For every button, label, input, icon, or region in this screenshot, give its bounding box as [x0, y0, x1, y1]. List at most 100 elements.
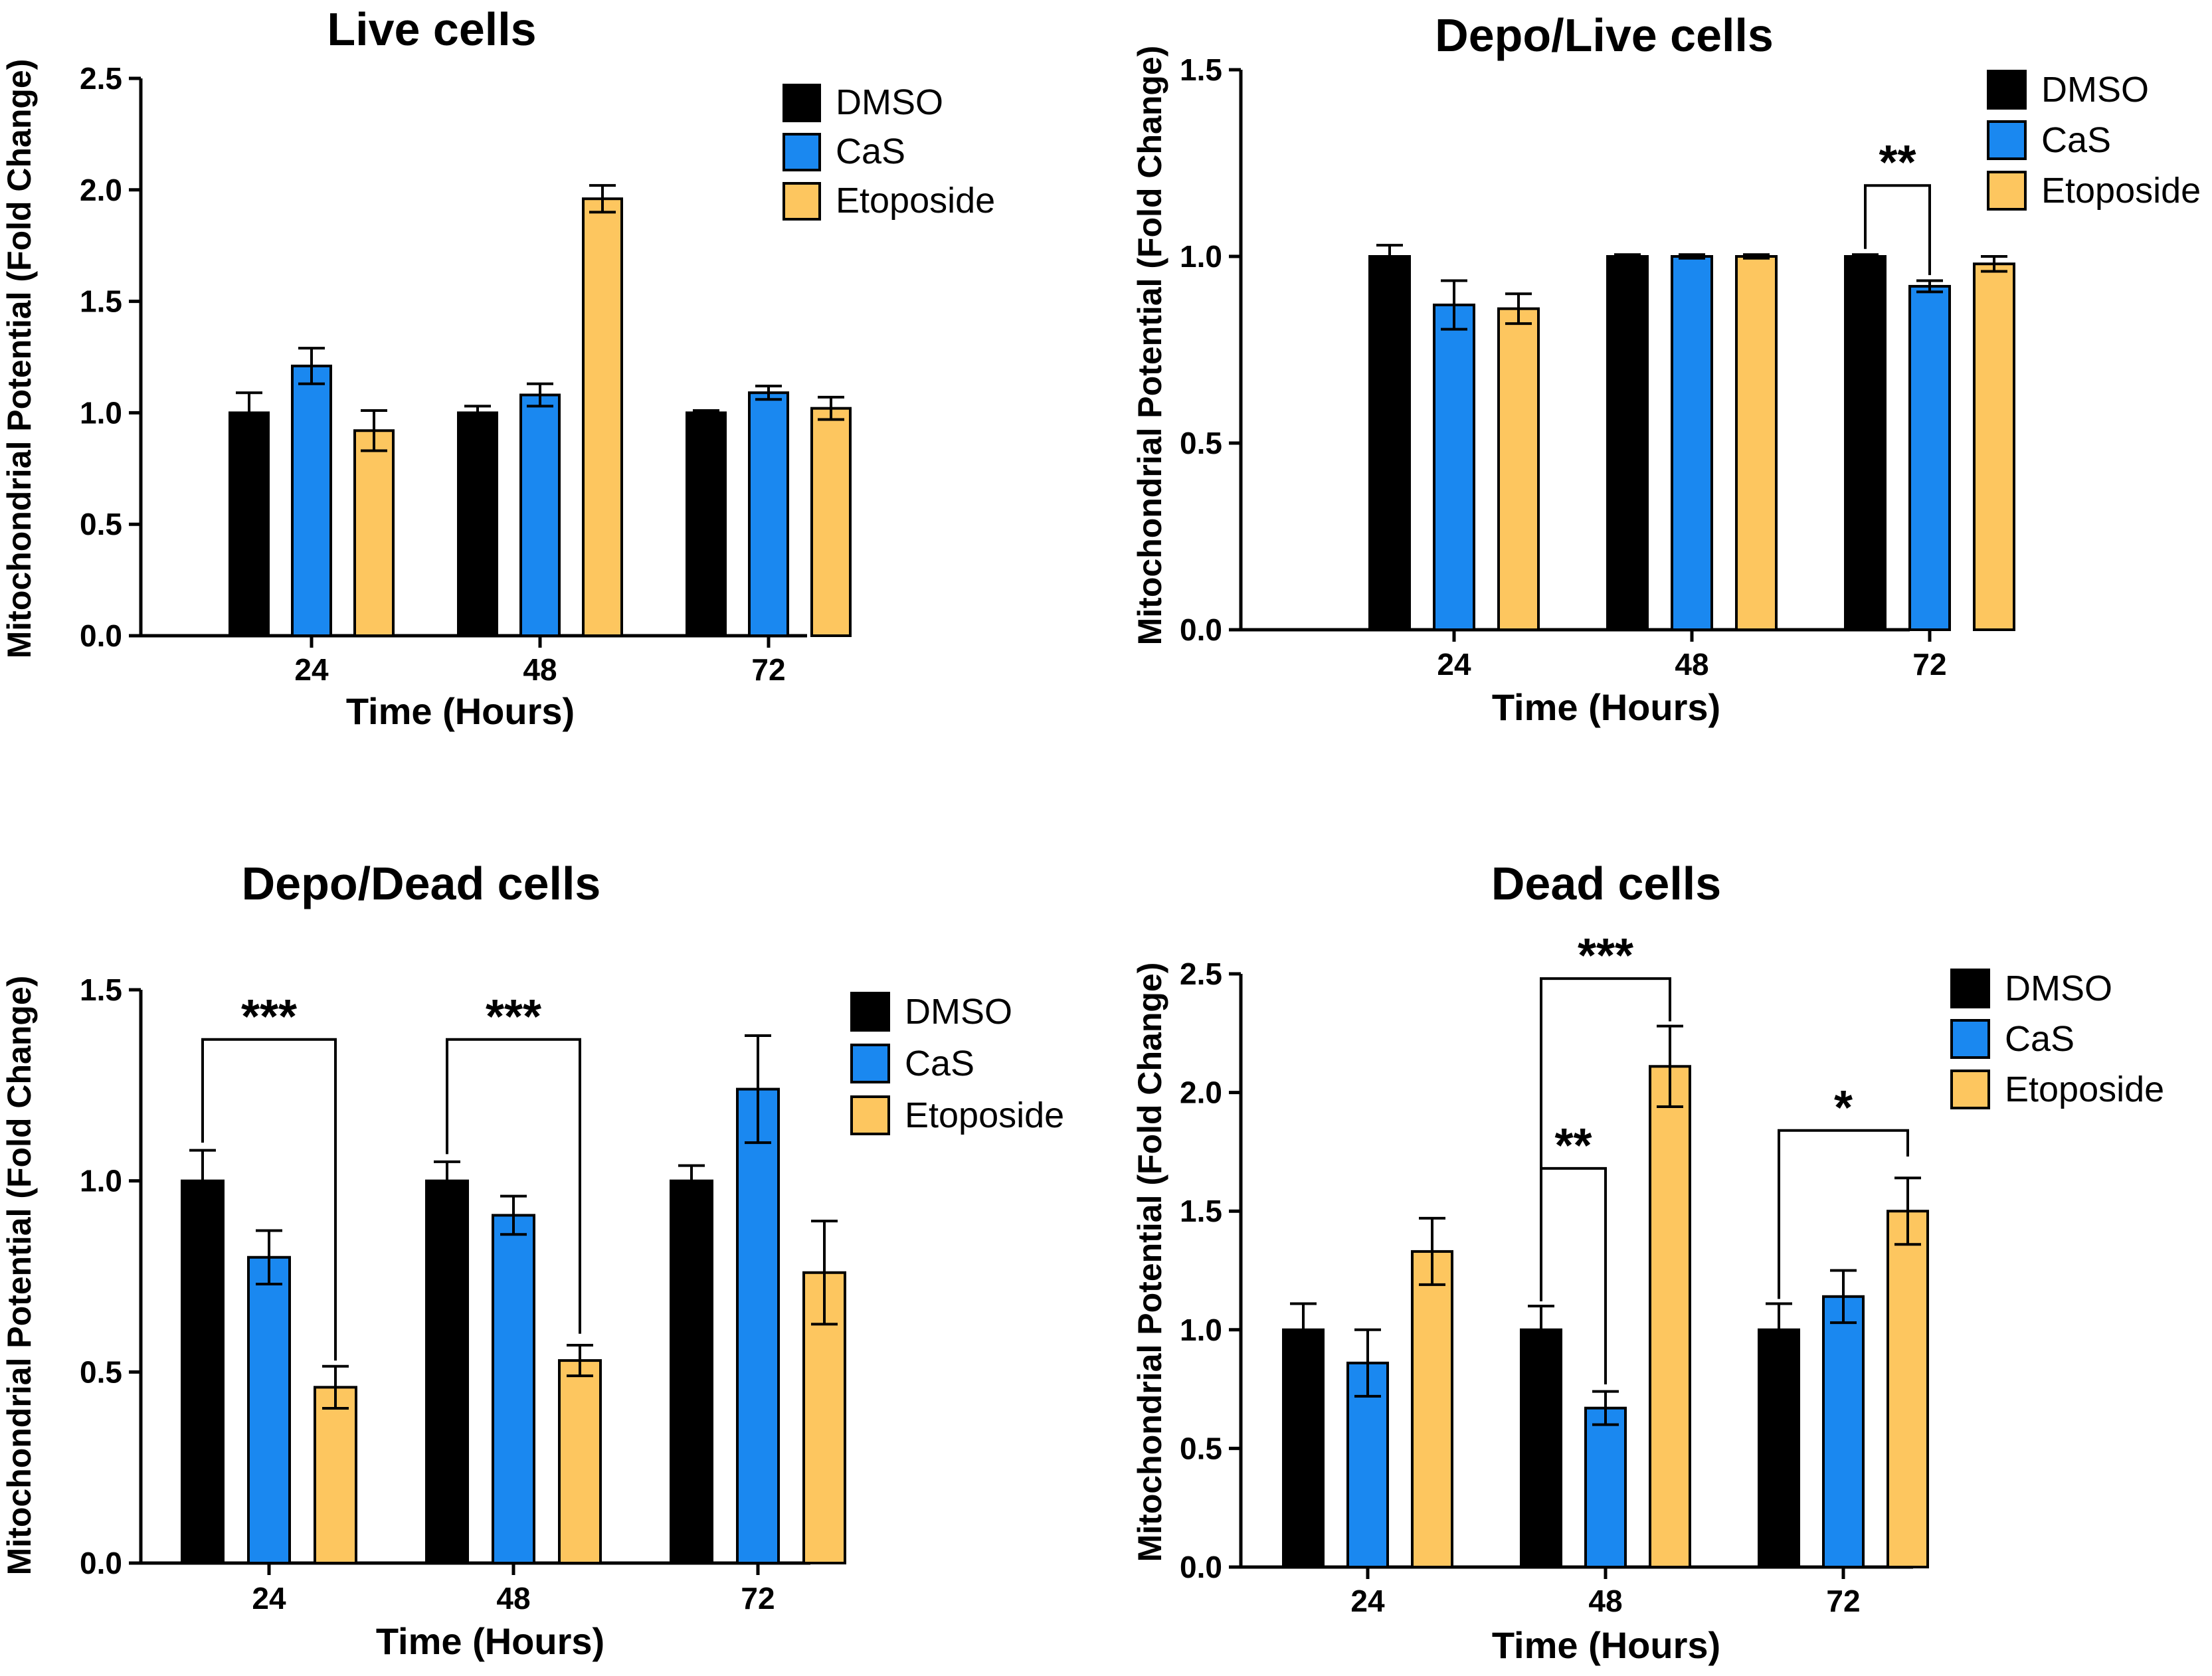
x-tick-label: 24 [1350, 1584, 1385, 1618]
bar-dmso-72 [686, 411, 727, 638]
bar-dmso-48 [425, 1179, 469, 1564]
legend-swatch [1950, 1070, 1990, 1109]
y-tick-label: 2.5 [1180, 957, 1222, 991]
legend-entry-cas: CaS [850, 1044, 974, 1083]
bar-etoposide-24 [1497, 307, 1540, 631]
legend-label: Etoposide [2041, 171, 2201, 211]
legend-entry-dmso: DMSO [1950, 969, 2112, 1008]
legend-swatch [783, 133, 821, 171]
legend-swatch [783, 84, 821, 122]
y-tick-label: 0.0 [80, 1546, 122, 1580]
error-bar [1614, 253, 1641, 260]
y-tick-label: 1.0 [1180, 239, 1222, 274]
bar-cas-72 [1822, 1295, 1865, 1568]
legend-entry-dmso: DMSO [783, 82, 943, 122]
legend-entry-etoposide: Etoposide [783, 181, 995, 221]
x-tick-label: 24 [1437, 647, 1471, 682]
y-tick-label: 1.5 [80, 284, 122, 319]
error-bar [1657, 1024, 1683, 1109]
y-tick-label: 2.5 [80, 61, 122, 96]
legend-entry-etoposide: Etoposide [1950, 1070, 2164, 1109]
bar-etoposide-72 [1887, 1210, 1929, 1568]
y-tick-label: 0.5 [1180, 1431, 1222, 1465]
bar-cas-72 [736, 1087, 780, 1564]
bar-dmso-48 [1606, 255, 1649, 631]
bar-dmso-24 [181, 1179, 225, 1564]
y-axis-label: Mitochondrial Potential (Fold Change) [1, 59, 38, 659]
chart-title: Dead cells [1491, 858, 1721, 909]
x-tick-label: 48 [1588, 1584, 1622, 1618]
bar-etoposide-48 [1649, 1065, 1691, 1568]
significance-bracket: * [1778, 1081, 1909, 1299]
y-tick-label: 0.0 [80, 618, 122, 653]
x-axis-label: Time (Hours) [1492, 1624, 1720, 1666]
significance-label: *** [241, 990, 297, 1044]
error-bar [1766, 1302, 1792, 1358]
bar-dmso-72 [670, 1179, 713, 1564]
y-tick-label: 2.0 [80, 173, 122, 207]
significance-label: *** [486, 990, 541, 1044]
legend-label: CaS [2041, 120, 2111, 160]
legend-entry-etoposide: Etoposide [1987, 171, 2201, 211]
legend-label: Etoposide [836, 181, 995, 221]
legend-swatch [1950, 969, 1990, 1008]
error-bar [434, 1160, 460, 1202]
legend-label: Etoposide [905, 1095, 1064, 1135]
error-bar [500, 1194, 527, 1236]
error-bar [527, 382, 553, 408]
legend-label: DMSO [2005, 969, 2112, 1008]
bar-dmso-48 [1520, 1328, 1562, 1569]
x-tick-label: 24 [252, 1581, 286, 1616]
x-axis-label: Time (Hours) [346, 690, 575, 732]
y-tick-label: 2.0 [1180, 1075, 1222, 1110]
chart-panel-4: Dead cells Mitochondrial Potential (Fold … [1131, 858, 2164, 1666]
legend-swatch [850, 1044, 890, 1083]
error-bar [1528, 1305, 1554, 1355]
x-tick-label: 72 [1826, 1584, 1860, 1618]
y-tick-label: 1.5 [1180, 52, 1222, 87]
y-tick-label: 1.0 [1180, 1313, 1222, 1347]
legend-label: DMSO [836, 82, 943, 122]
y-tick-label: 0.5 [80, 507, 122, 541]
error-bar [1743, 253, 1770, 260]
error-bar [1894, 1176, 1921, 1246]
error-bar [1354, 1328, 1381, 1398]
error-bar [1830, 1269, 1857, 1325]
significance-label: ** [1879, 136, 1916, 189]
bar-etoposide-48 [582, 197, 623, 637]
error-bar [1290, 1302, 1317, 1358]
chart-panel-3: Depo/Dead cells Mitochondrial Potential (… [1, 858, 1064, 1662]
legend-entry-cas: CaS [1987, 120, 2111, 160]
x-axis-label: Time (Hours) [376, 1620, 604, 1662]
x-tick-label: 48 [1675, 647, 1708, 682]
bar-cas-48 [519, 393, 561, 637]
x-tick-label: 48 [523, 652, 557, 687]
y-tick-label: 0.0 [1180, 612, 1222, 647]
legend-swatch [1950, 1019, 1990, 1059]
significance-bracket: ** [1864, 136, 1931, 276]
chart-title: Live cells [327, 3, 536, 55]
error-bar [322, 1364, 349, 1410]
bar-cas-48 [1584, 1406, 1627, 1569]
legend-swatch [1987, 70, 2027, 110]
chart-title: Depo/Dead cells [242, 858, 601, 909]
legend-label: CaS [2005, 1019, 2074, 1059]
x-tick-label: 24 [294, 652, 329, 687]
y-tick-label: 1.5 [1180, 1194, 1222, 1228]
legend-swatch [1987, 120, 2027, 160]
error-bar [678, 1164, 705, 1198]
error-bar [589, 184, 616, 214]
legend-swatch [1987, 171, 2027, 211]
chart-panel-2: Depo/Live cells Mitochondrial Potential (… [1131, 9, 2201, 728]
legend-swatch [850, 992, 890, 1032]
error-bar [1376, 244, 1403, 269]
y-tick-label: 0.0 [1180, 1550, 1222, 1584]
bar-etoposide-48 [558, 1359, 602, 1564]
bar-dmso-72 [1844, 255, 1887, 631]
error-bar [1916, 279, 1943, 294]
x-tick-label: 72 [751, 652, 785, 687]
bar-etoposide-24 [314, 1386, 357, 1564]
legend-label: CaS [905, 1044, 974, 1083]
bar-cas-24 [247, 1256, 291, 1564]
